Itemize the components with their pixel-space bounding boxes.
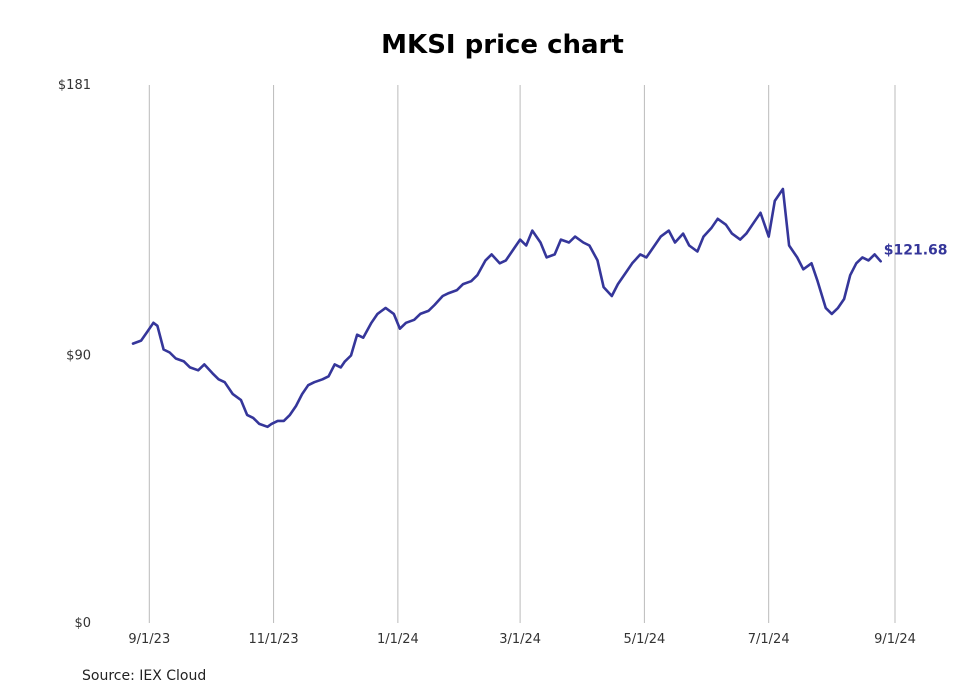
source-note: Source: IEX Cloud	[82, 668, 207, 684]
last-price-label: $121.68	[884, 242, 948, 258]
x-tick-label: 5/1/24	[623, 632, 665, 647]
y-tick-label: $181	[58, 78, 91, 93]
x-tick-label: 11/1/23	[249, 632, 299, 647]
x-axis-ticks: 9/1/23 11/1/23 1/1/24 3/1/24 5/1/24 7/1/24 9/1…	[128, 632, 916, 647]
price-series-line	[131, 187, 882, 429]
x-tick-label: 7/1/24	[748, 632, 790, 647]
x-tick-label: 9/1/23	[128, 632, 170, 647]
chart-title: MKSI price chart	[381, 30, 624, 60]
x-tick-label: 9/1/24	[874, 632, 916, 647]
grid-lines	[148, 85, 896, 623]
y-tick-label: $90	[66, 348, 91, 363]
y-tick-label: $0	[74, 616, 91, 631]
x-tick-label: 3/1/24	[499, 632, 541, 647]
y-axis-ticks: $0 $90 $181	[58, 78, 91, 631]
x-tick-label: 1/1/24	[377, 632, 419, 647]
